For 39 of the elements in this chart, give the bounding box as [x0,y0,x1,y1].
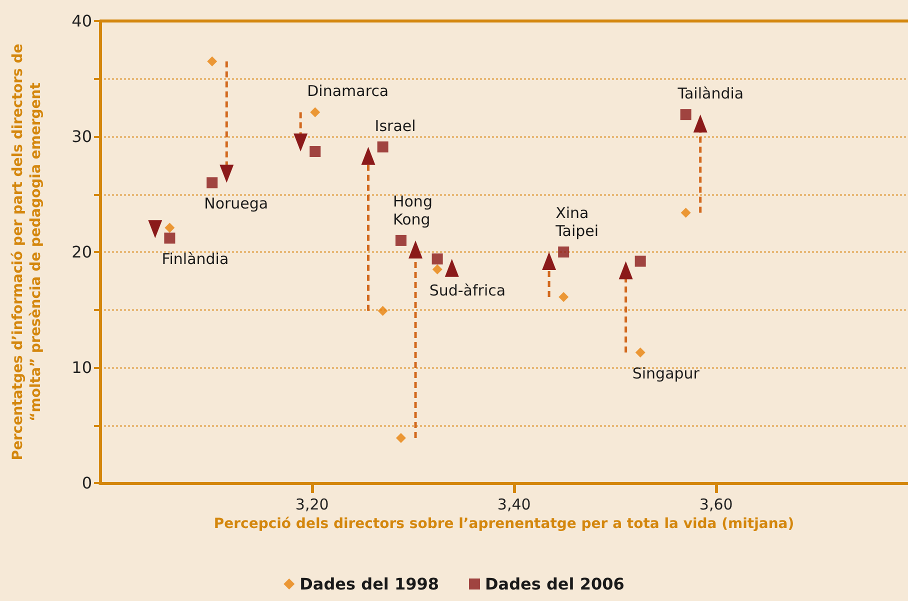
point [377,141,388,152]
point [432,264,442,274]
annotation: Tailàndia [676,84,744,103]
point [635,347,646,358]
point [558,292,569,302]
x-tick-label: 3,20 [295,496,329,514]
point [310,107,320,118]
point [207,56,218,66]
x-tick-label: 3,40 [497,496,531,514]
legend-label: Dades del 1998 [300,574,440,594]
point [310,146,321,158]
y-tick-label: 40 [72,12,92,30]
point [558,246,570,258]
annotation: Noruega [204,194,268,213]
annotation: Finlàndia [162,250,229,268]
annotation: Xina Taipei [554,204,599,240]
point [395,234,406,246]
annotation: Sud-àfrica [429,281,506,300]
point [432,253,443,264]
y-tick-label: 20 [72,242,92,262]
point [164,232,176,244]
x-axis-title: Percepció dels directors sobre l’aprenentatge per a tota la vida (mitjana) [214,516,794,532]
x-tick-label: 3,60 [699,496,733,514]
point [680,109,692,120]
legend-label: Dades del 2006 [485,574,624,594]
annotation: Hong Kong [392,192,432,228]
annotation: Singapur [632,364,700,382]
point [634,256,646,267]
annotation: Dinamarca [307,82,389,100]
y-axis-title: Percentatges d’informació per part dels directors de “molta” presència de pedagogia emergent [10,44,44,460]
y-tick-label: 0 [82,474,92,492]
point [378,306,388,316]
y-tick-label: 10 [72,358,92,377]
point [206,177,218,188]
y-tick-label: 30 [72,127,92,146]
point [164,222,175,233]
point [396,432,406,443]
annotation: Israel [374,116,416,135]
point [680,208,691,218]
